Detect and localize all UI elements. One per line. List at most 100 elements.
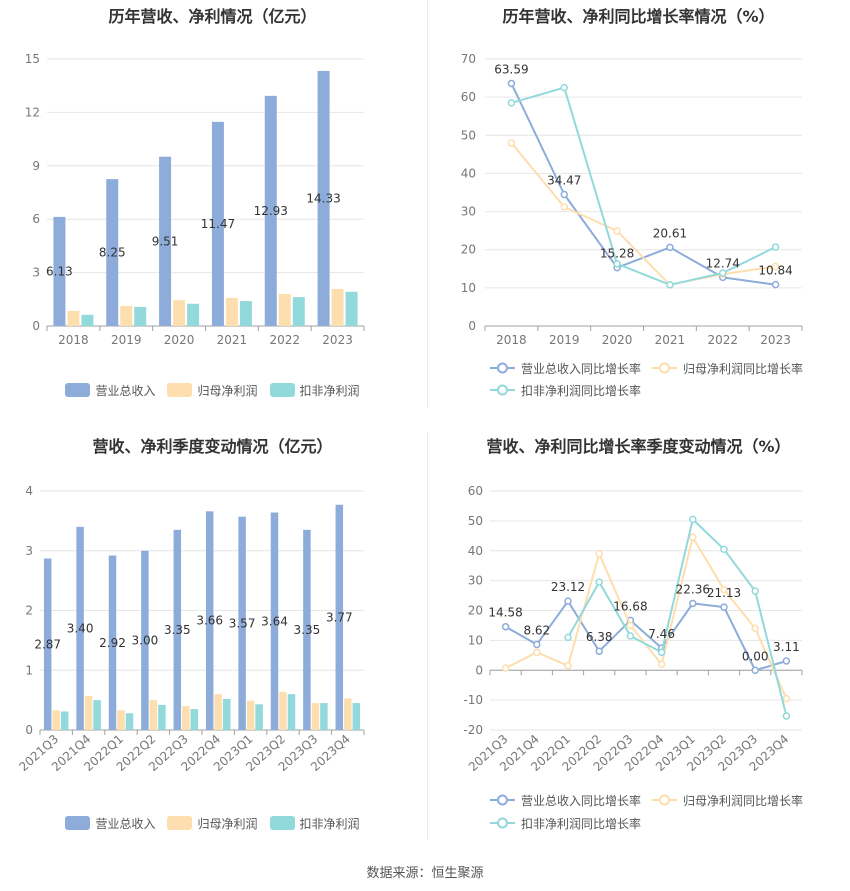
legend-line-icon [490, 362, 515, 374]
bar-parent-net-profit-2022q1 [117, 710, 125, 730]
value-label-revenue-growth-2022q3: 16.68 [613, 599, 647, 613]
x-tick-label: 2020 [602, 333, 633, 347]
bar-revenue-2023q2 [270, 512, 279, 730]
legend-label: 扣非净利润同比增长率 [521, 816, 642, 831]
bar-parent-net-profit-2019 [120, 305, 133, 326]
legend-line-icon [490, 384, 515, 396]
chart-quarterly-growth: -20 -10 0 10 20 30 40 50 60 2021Q3 2021Q4 2022Q1 202… [427, 430, 850, 850]
plot-marks [507, 79, 780, 289]
value-label-revenue-growth-2018: 63.59 [494, 62, 528, 76]
data-labels: 63.59 34.47 15.28 20.61 12.74 10.84 [494, 62, 793, 277]
chart-title: 历年营收、净利情况（亿元） [108, 7, 317, 26]
point-deducted-net-profit-growth-2022q3 [626, 632, 635, 640]
point-parent-net-profit-growth-2022q4 [657, 660, 666, 669]
bar-parent-net-profit-2018 [67, 310, 80, 326]
value-label-revenue-2023: 14.33 [306, 191, 340, 205]
y-tick-label: 15 [25, 52, 40, 66]
plot-marks [53, 70, 358, 327]
bar-parent-net-profit-2020 [173, 300, 186, 326]
legend-item-deducted-net-profit-growth: 扣非净利润同比增长率 [490, 382, 641, 398]
y-tick-label: 0 [475, 663, 483, 677]
point-deducted-net-profit-growth-2020 [613, 260, 621, 268]
line-deducted-net-profit-growth [511, 86, 777, 286]
x-axis: 2018 2019 2020 2021 2022 2023 [484, 325, 803, 347]
legend-line-icon [490, 817, 515, 829]
point-parent-net-profit-growth-2019 [560, 203, 568, 211]
quarterly-revenue-profit-plot: 0 1 2 3 4 2021Q32021Q42022Q12022Q22022Q32022Q… [16, 484, 365, 774]
bar-revenue-2023q1 [238, 516, 246, 730]
y-tick-label: 60 [461, 90, 476, 104]
x-tick-label: 2019 [111, 333, 142, 347]
legend: 营业总收入 归母净利润 扣非净利润 [0, 382, 425, 398]
legend-swatch-revenue [65, 816, 91, 830]
legend-line-icon [490, 794, 515, 806]
x-tick-label: 2018 [496, 333, 527, 347]
legend-item-parent-net-profit: 归母净利润 [167, 815, 258, 832]
bar-revenue-2023 [317, 70, 330, 327]
bar-revenue-2020 [159, 156, 172, 326]
point-deducted-net-profit-growth-2022 [719, 269, 727, 277]
bar-parent-net-profit-2022q4 [214, 694, 222, 730]
x-tick-label: 2022 [707, 333, 738, 347]
bar-deducted-net-profit-2023q3 [320, 703, 328, 730]
point-parent-net-profit-growth-2022q1 [564, 662, 572, 670]
point-parent-net-profit-growth-2023q2 [720, 585, 728, 594]
bar-revenue-2021q3 [43, 558, 52, 730]
point-parent-net-profit-growth-2023q1 [689, 533, 697, 542]
point-parent-net-profit-growth-2023q4 [782, 694, 791, 703]
point-deducted-net-profit-growth-2022q4 [657, 648, 666, 657]
value-label-revenue-growth-2020: 15.28 [600, 247, 634, 261]
value-label-revenue-2023q2: 3.64 [261, 614, 288, 628]
point-parent-net-profit-growth-2023q3 [751, 624, 759, 633]
legend-item-revenue: 营业总收入 [65, 382, 155, 399]
x-tick-label: 2018 [58, 333, 89, 347]
value-label-revenue-2022q4: 3.66 [196, 614, 223, 628]
bar-revenue-2022q3 [173, 529, 182, 730]
bar-deducted-net-profit-2019 [134, 306, 147, 326]
bar-revenue-2022q2 [141, 550, 149, 730]
point-deducted-net-profit-growth-2023 [771, 243, 780, 251]
point-deducted-net-profit-growth-2023q2 [720, 545, 728, 554]
data-labels: 6.13 8.25 9.51 11.47 12.93 14.33 [46, 191, 341, 278]
legend-swatch-parent-net-profit [167, 383, 193, 397]
y-tick-label: 2 [25, 604, 33, 618]
legend-item-parent-net-profit: 归母净利润 [167, 382, 258, 399]
bar-deducted-net-profit-2022q2 [158, 704, 166, 730]
legend-swatch-deducted-net-profit [269, 816, 295, 830]
value-label-revenue-2021: 11.47 [201, 217, 235, 231]
x-axis: 2018 2019 2020 2021 2022 2023 [46, 325, 365, 347]
x-axis: 2021Q32021Q42022Q12022Q22022Q32022Q42023… [16, 729, 365, 774]
bar-deducted-net-profit-2023q4 [352, 703, 361, 730]
legend-label: 归母净利润同比增长率 [683, 793, 804, 808]
legend-item-revenue-growth: 营业总收入同比增长率 [490, 792, 641, 808]
y-tick-label: 3 [32, 266, 40, 280]
bar-parent-net-profit-2021q3 [52, 710, 60, 730]
point-parent-net-profit-growth-2021q4 [533, 648, 541, 657]
value-label-revenue-2020: 9.51 [152, 234, 179, 248]
point-revenue-growth-2021 [666, 243, 674, 252]
chart-annual-revenue-profit: 0 3 6 9 12 15 2018 2019 2020 2021 2022 2023 6.13 8.25… [0, 0, 425, 410]
y-tick-label: 3 [25, 544, 33, 558]
x-tick-label: 2020 [164, 333, 195, 347]
point-parent-net-profit-growth-2018 [507, 139, 516, 147]
plot-marks [501, 515, 791, 720]
chart-title: 营收、净利季度变动情况（亿元） [92, 437, 333, 456]
value-label-revenue-2019: 8.25 [99, 246, 126, 260]
bar-deducted-net-profit-2021 [239, 301, 252, 326]
legend-item-deducted-net-profit-growth: 扣非净利润同比增长率 [490, 815, 641, 831]
bar-revenue-2023q3 [303, 529, 311, 730]
bar-deducted-net-profit-2021q4 [93, 700, 101, 730]
x-tick-label: 2023 [322, 333, 353, 347]
legend-item-revenue-growth: 营业总收入同比增长率 [490, 360, 641, 376]
y-tick-label: 30 [461, 205, 476, 219]
y-tick-label: 70 [461, 52, 476, 66]
plot-marks [43, 504, 361, 730]
value-label-revenue-2018: 6.13 [46, 264, 73, 278]
y-tick-label: 1 [25, 663, 33, 677]
x-axis: 2021Q32021Q42022Q12022Q22022Q32022Q42023… [466, 669, 803, 774]
point-deducted-net-profit-growth-2019 [560, 83, 568, 92]
value-label-revenue-2021q4: 3.40 [67, 621, 94, 635]
bar-deducted-net-profit-2022q3 [190, 709, 199, 730]
